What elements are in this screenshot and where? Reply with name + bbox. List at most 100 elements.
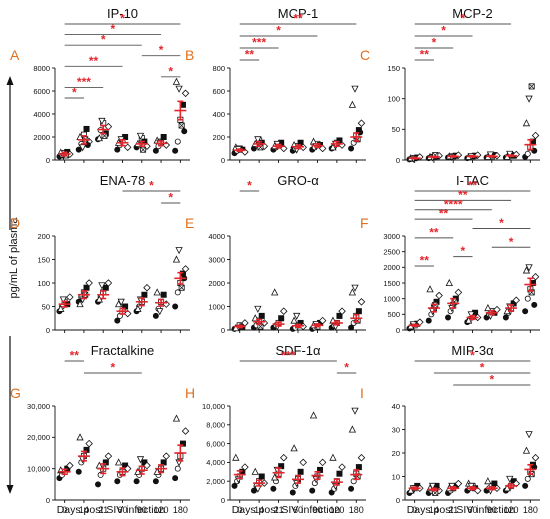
data-point: [318, 458, 327, 467]
chart-panels: IP-10A02000400060008000***********MCP-1B…: [10, 6, 540, 515]
panel-letter: B: [185, 47, 194, 63]
data-point: [66, 461, 74, 470]
data-point: [117, 298, 125, 306]
data-point: [290, 316, 298, 324]
x-tick-label: 120: [154, 505, 169, 515]
x-tick-label: 120: [504, 505, 519, 515]
data-point: [428, 482, 437, 490]
data-point: [525, 95, 533, 103]
data-point: [336, 470, 343, 477]
significance-label: **: [420, 48, 430, 62]
y-tick-label: 600: [212, 87, 225, 96]
data-point: [297, 468, 304, 475]
data-point: [172, 475, 179, 482]
y-tick-label: 0: [221, 326, 225, 335]
data-point: [522, 482, 529, 489]
y-tick-label: 50: [392, 125, 400, 134]
y-tick-label: 10,000: [202, 402, 225, 411]
data-point: [95, 481, 102, 488]
data-point: [231, 482, 238, 489]
data-point: [531, 272, 540, 281]
data-point: [59, 296, 68, 304]
y-tick-label: 50: [42, 302, 50, 311]
panel-title: MIP-3α: [451, 343, 494, 358]
y-tick-label: 8,000: [206, 421, 225, 430]
data-point: [143, 461, 151, 470]
y-tick-label: 0: [396, 496, 400, 505]
data-point: [531, 301, 538, 308]
significance-label: *: [168, 64, 173, 78]
significance-label: *: [111, 22, 116, 36]
data-point: [293, 312, 301, 320]
y-axis-label: pg/mL of plasma: [8, 217, 20, 299]
significance-label: **: [245, 48, 255, 62]
y-label-group: pg/mL of plasma: [6, 76, 20, 494]
y-tick-label: 10: [392, 472, 400, 481]
x-tick-label: 21: [274, 505, 284, 515]
data-point: [258, 473, 265, 480]
data-point: [181, 427, 190, 435]
data-point: [172, 147, 179, 154]
data-point: [467, 311, 475, 319]
y-tick-label: 10,000: [27, 464, 50, 473]
data-point: [232, 453, 240, 461]
data-point: [512, 150, 521, 159]
data-point: [280, 453, 288, 462]
x-tick-label: 0: [412, 505, 417, 515]
panel-title: SDF-1α: [275, 343, 321, 358]
significance-label: **: [429, 225, 439, 239]
significance-label: **: [468, 179, 478, 193]
significance-label: **: [420, 254, 430, 268]
panel-letter: E: [185, 215, 194, 231]
data-point: [357, 298, 366, 306]
data-point: [309, 487, 316, 494]
y-tick-label: 0: [46, 326, 50, 335]
significance-label: *: [101, 33, 106, 47]
y-tick-label: 0: [396, 156, 400, 165]
significance-label: *: [247, 179, 252, 193]
y-tick-label: 2000: [33, 133, 50, 142]
significance-label: ***: [281, 349, 295, 363]
data-point: [357, 119, 366, 127]
data-point: [78, 144, 87, 152]
x-tick-label: 21: [98, 505, 108, 515]
data-point: [338, 463, 346, 471]
data-point: [114, 478, 121, 485]
x-tick-label: 120: [329, 505, 344, 515]
panel-letter: I: [360, 385, 364, 401]
data-point: [299, 458, 307, 467]
data-point: [525, 431, 533, 439]
data-point: [172, 77, 181, 85]
data-point: [133, 478, 140, 485]
significance-label: *: [461, 244, 466, 258]
significance-label: *: [168, 191, 173, 205]
data-point: [280, 307, 288, 315]
panel-letter: A: [10, 47, 20, 63]
x-axis-label-1: Days post SIV infection: [57, 504, 166, 516]
data-point: [407, 486, 415, 494]
data-point: [290, 444, 298, 452]
data-point: [114, 458, 123, 466]
data-point: [153, 288, 161, 296]
data-point: [123, 143, 132, 152]
data-point: [351, 85, 359, 93]
data-point: [454, 479, 463, 488]
panel-d: ENA-78 D 0 50 100 150 200 * *: [10, 173, 190, 335]
x-tick-label: 14: [429, 505, 439, 515]
significance-label: ***: [77, 75, 91, 89]
data-point: [531, 131, 540, 140]
data-point: [172, 414, 181, 422]
y-tick-label: 6000: [33, 87, 50, 96]
panel-letter: C: [360, 47, 370, 63]
x-tick-label: 90: [487, 505, 497, 515]
data-point: [278, 315, 285, 322]
data-point: [251, 467, 259, 475]
data-point: [329, 453, 337, 461]
significance-label: *: [470, 349, 475, 363]
data-point: [114, 300, 123, 308]
data-point: [136, 456, 145, 464]
significance-label: *: [120, 12, 125, 26]
data-point: [348, 145, 355, 152]
